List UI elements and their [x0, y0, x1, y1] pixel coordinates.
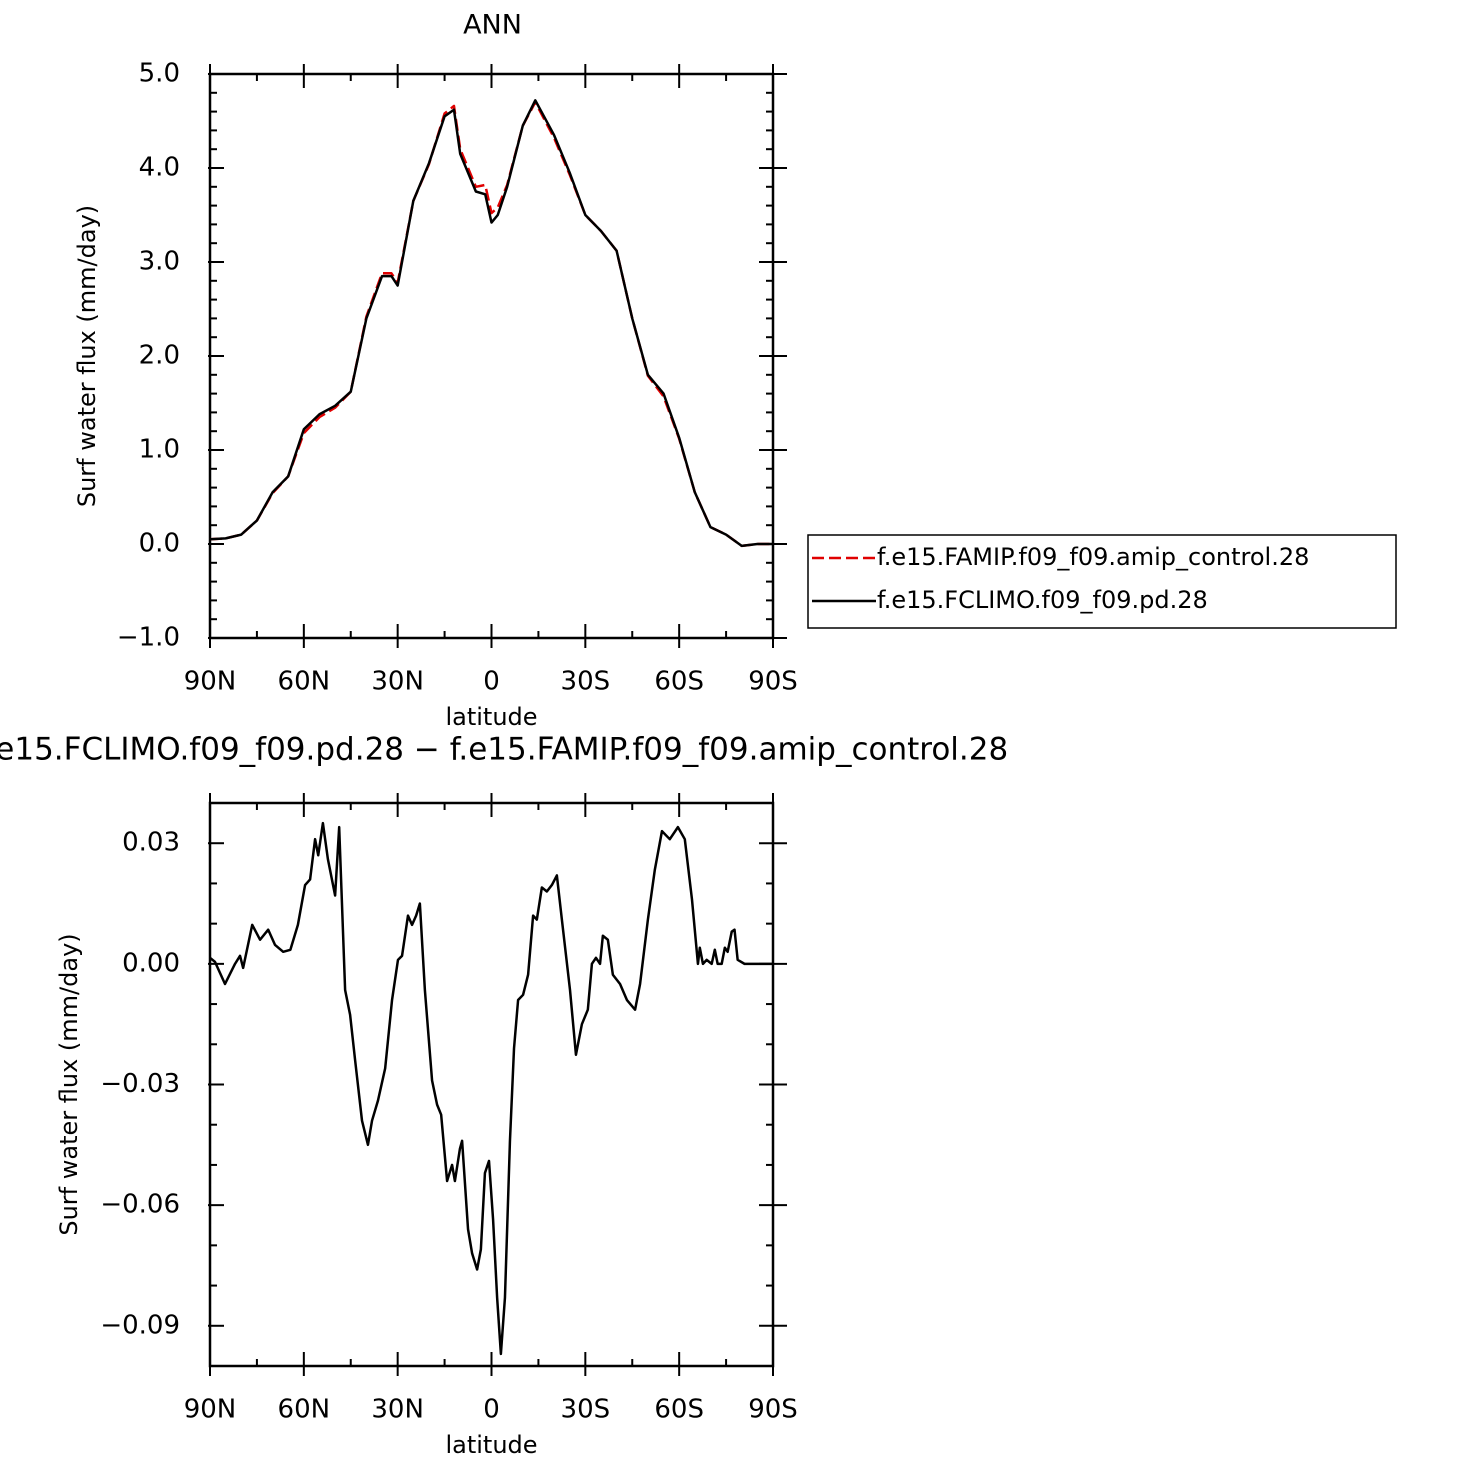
y-axis-label: Surf water flux (mm/day) — [55, 933, 83, 1235]
x-tick-label: 60S — [654, 1395, 704, 1425]
y-tick-label: 5.0 — [139, 59, 180, 89]
y-tick-label: 1.0 — [139, 435, 180, 465]
y-tick-label: −0.06 — [100, 1190, 180, 1220]
data-line — [209, 99, 773, 548]
y-tick-label: 4.0 — [139, 153, 180, 183]
legend-label: f.e15.FAMIP.f09_f09.amip_control.28 — [877, 543, 1309, 571]
x-tick-label: 0 — [483, 667, 500, 697]
chart-title: f.e15.FCLIMO.f09_f09.pd.28 − f.e15.FAMIP… — [0, 732, 1008, 768]
x-tick-label: 90N — [184, 667, 237, 697]
x-axis-label: latitude — [445, 1431, 537, 1459]
data-line — [209, 821, 773, 1356]
plot-frame — [208, 801, 775, 1368]
x-tick-label: 60N — [278, 667, 331, 697]
y-tick-label: 3.0 — [139, 247, 180, 277]
y-tick-label: −1.0 — [117, 623, 180, 653]
y-tick-label: 0.0 — [139, 529, 180, 559]
y-axis-label: Surf water flux (mm/day) — [73, 205, 101, 507]
x-tick-label: 30N — [371, 1395, 424, 1425]
y-tick-label: 0.00 — [122, 948, 180, 978]
y-tick-label: −0.03 — [100, 1069, 180, 1099]
x-tick-label: 90S — [748, 667, 798, 697]
legend-label: f.e15.FCLIMO.f09_f09.pd.28 — [877, 586, 1208, 614]
x-tick-label: 90N — [184, 1395, 237, 1425]
x-tick-label: 90S — [748, 1395, 798, 1425]
legend-box — [807, 534, 1397, 629]
x-tick-label: 30S — [561, 667, 611, 697]
y-tick-label: 2.0 — [139, 341, 180, 371]
chart-title: ANN — [463, 10, 522, 41]
x-axis-label: latitude — [445, 703, 537, 731]
x-tick-label: 60S — [654, 667, 704, 697]
x-tick-label: 30S — [561, 1395, 611, 1425]
y-tick-label: −0.09 — [100, 1310, 180, 1340]
plot-frame — [208, 72, 775, 640]
data-line — [209, 100, 773, 548]
x-tick-label: 60N — [278, 1395, 331, 1425]
y-tick-label: 0.03 — [122, 828, 180, 858]
x-tick-label: 30N — [371, 667, 424, 697]
x-tick-label: 0 — [483, 1395, 500, 1425]
